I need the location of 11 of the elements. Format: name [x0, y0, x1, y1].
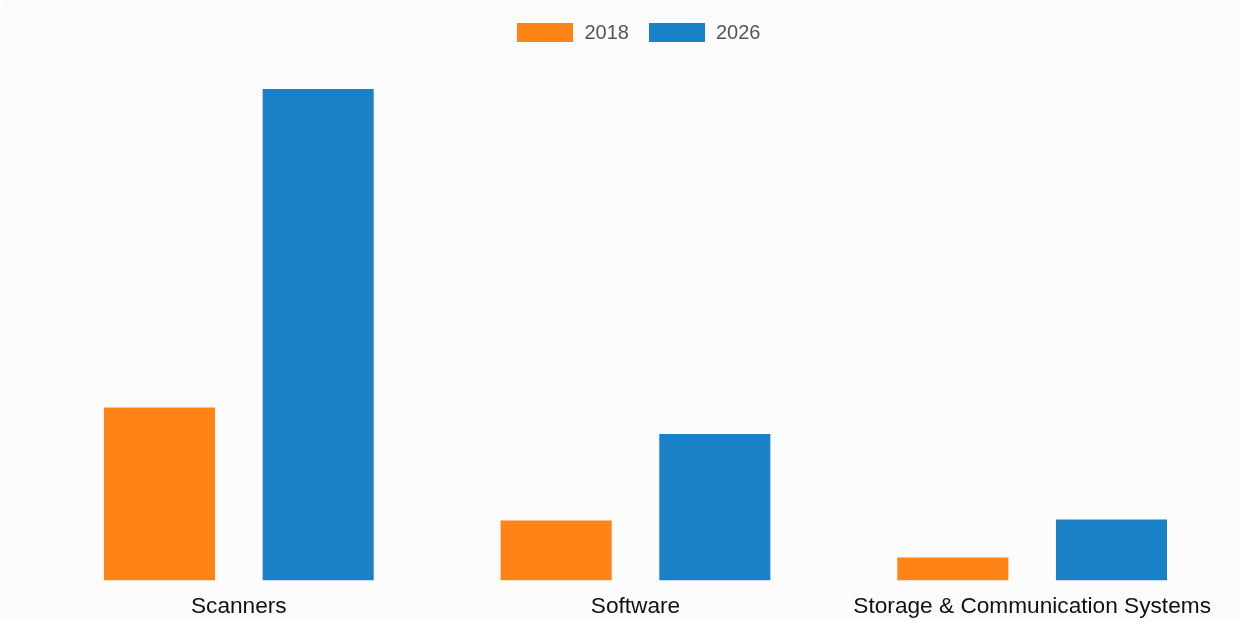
bar — [659, 434, 771, 581]
bar — [262, 89, 374, 581]
legend-label: 2026 — [716, 20, 761, 44]
bar — [897, 557, 1009, 581]
bar — [103, 407, 216, 581]
legend-label: 2018 — [584, 20, 629, 44]
x-tick-label: Software — [590, 591, 681, 618]
bar — [500, 520, 612, 581]
bar — [1055, 519, 1168, 581]
x-tick-label: Storage & Communication Systems — [853, 591, 1211, 618]
x-tick-label: Scanners — [190, 591, 287, 618]
